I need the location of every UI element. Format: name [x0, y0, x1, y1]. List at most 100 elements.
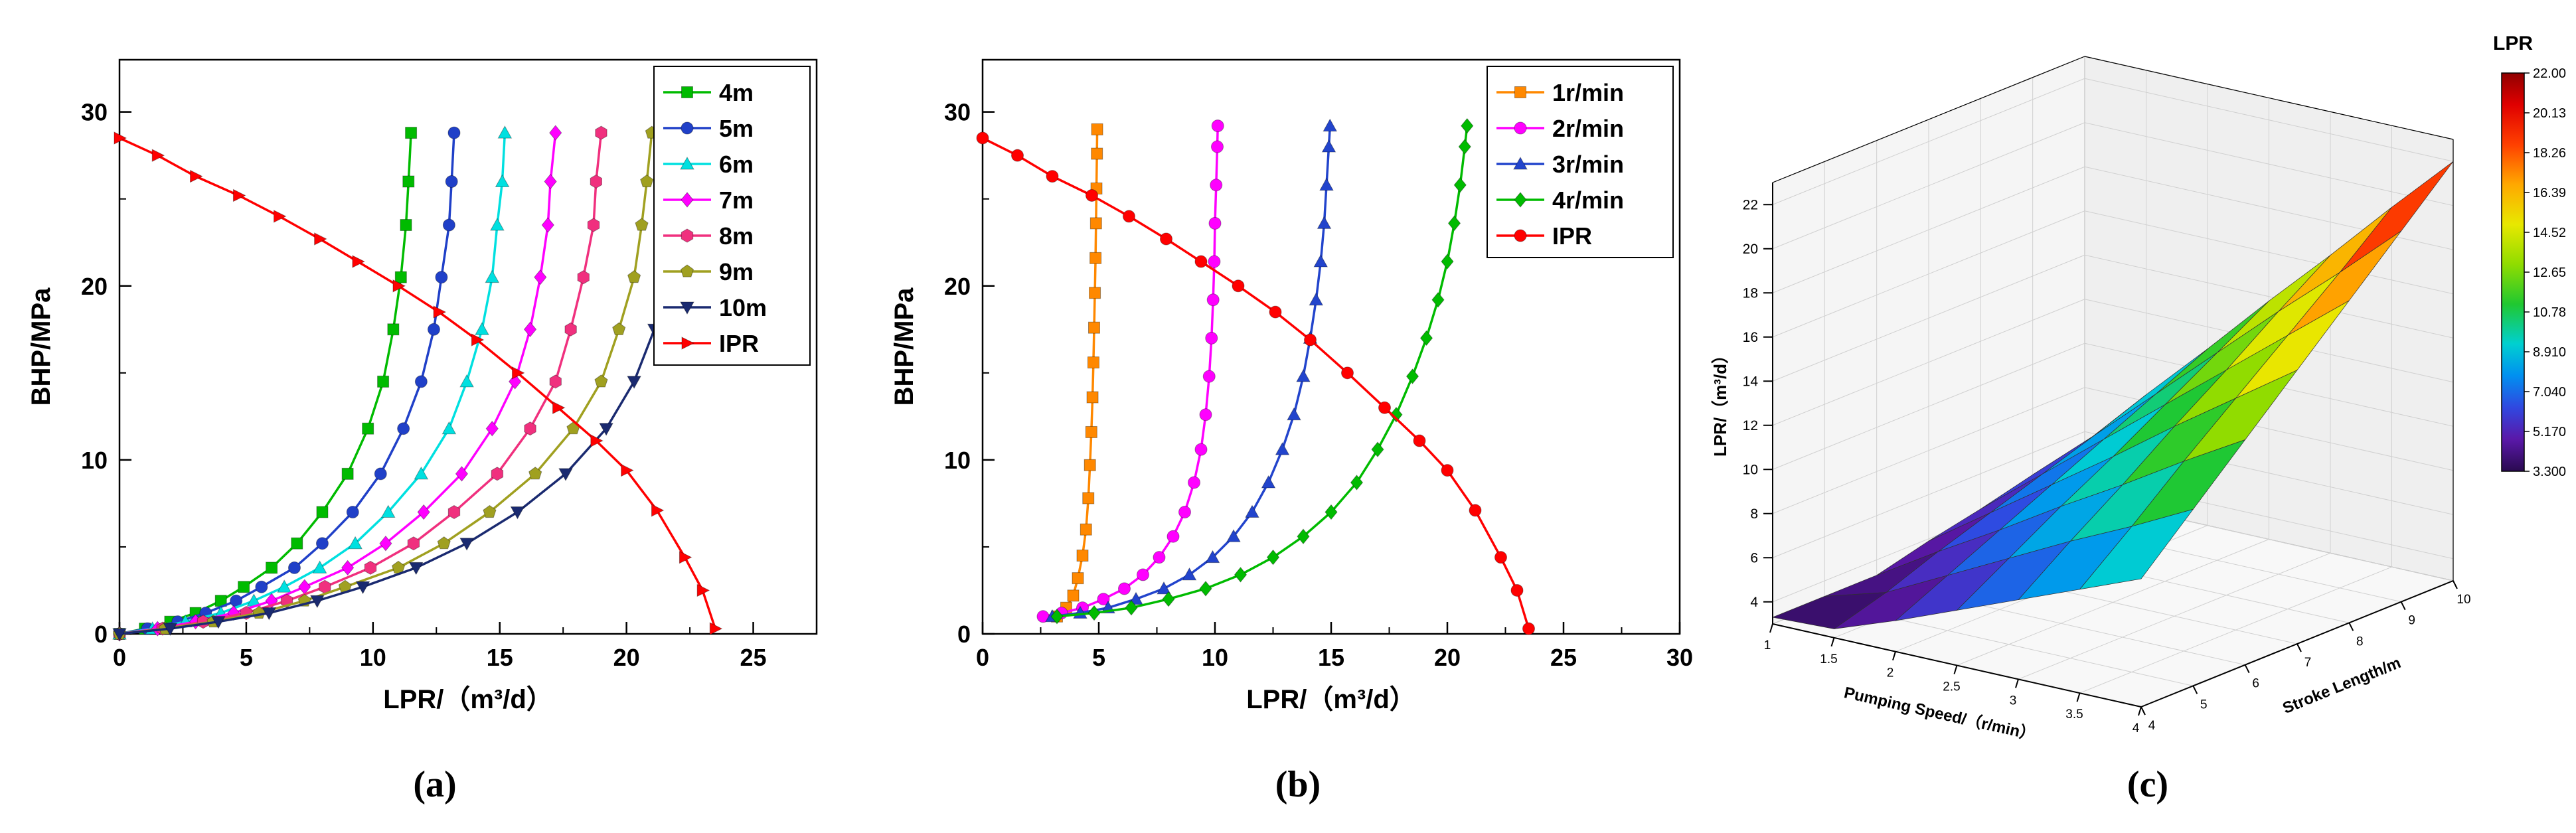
- svg-text:0: 0: [976, 644, 989, 671]
- svg-text:10: 10: [1743, 462, 1758, 477]
- series-2r-min: [1036, 119, 1224, 623]
- svg-text:14: 14: [1743, 374, 1759, 389]
- svg-text:30: 30: [1666, 644, 1693, 671]
- series-4m: [114, 127, 418, 640]
- colorbar-tick-label: 8.910: [2533, 345, 2566, 360]
- svg-text:2: 2: [1887, 666, 1894, 680]
- axes: 0 5 10 15 20 25 0 10 20 30 LPR/（m³/d） BHP/MPa: [27, 99, 767, 714]
- svg-text:0: 0: [957, 621, 971, 648]
- series-1r-min: [1051, 123, 1103, 623]
- colorbar-tick-label: 7.040: [2533, 385, 2566, 400]
- svg-text:10: 10: [81, 447, 108, 474]
- speed-axis-title: Pumping Speed/（r/min）: [1842, 684, 2037, 744]
- svg-text:3.5: 3.5: [2065, 708, 2083, 721]
- legend-label: 2r/min: [1552, 115, 1624, 142]
- svg-text:15: 15: [1318, 644, 1344, 671]
- colorbar-title: LPR: [2493, 33, 2533, 54]
- svg-text:20: 20: [613, 644, 640, 671]
- colorbar-tick-label: 14.52: [2533, 226, 2566, 240]
- svg-text:1.5: 1.5: [1820, 652, 1837, 666]
- svg-text:10: 10: [944, 447, 971, 474]
- stroke-axis-title: Stroke Length/m: [2280, 654, 2403, 718]
- colorbar-tick-label: 12.65: [2533, 265, 2566, 280]
- panel-label-a: (a): [413, 764, 457, 805]
- svg-text:30: 30: [944, 99, 971, 126]
- legend-label: IPR: [1552, 222, 1592, 250]
- colorbar-tick-label: 18.26: [2533, 146, 2566, 161]
- svg-text:4: 4: [2148, 719, 2156, 733]
- colorbar-tick-label: 3.300: [2533, 465, 2566, 479]
- plot-frame: [118, 58, 818, 635]
- svg-text:2.5: 2.5: [1943, 680, 1960, 694]
- series-ipr: [976, 131, 1535, 635]
- svg-text:18: 18: [1743, 285, 1758, 301]
- panel-label-b: (b): [1275, 764, 1321, 805]
- series-6m: [112, 125, 513, 640]
- svg-text:20: 20: [81, 273, 108, 300]
- svg-text:0: 0: [113, 644, 126, 671]
- svg-text:20: 20: [1743, 242, 1758, 257]
- svg-text:30: 30: [81, 99, 108, 126]
- svg-text:20: 20: [1434, 644, 1461, 671]
- svg-text:5: 5: [240, 644, 253, 671]
- legend-label: 4r/min: [1552, 187, 1624, 214]
- colorbar-tick-label: 10.78: [2533, 305, 2566, 320]
- series-8m: [113, 125, 607, 641]
- svg-text:6: 6: [1750, 550, 1758, 566]
- svg-text:10: 10: [360, 644, 386, 671]
- svg-text:25: 25: [1550, 644, 1577, 671]
- x-axis-title: LPR/（m³/d）: [383, 685, 553, 714]
- svg-text:10: 10: [1202, 644, 1228, 671]
- svg-text:20: 20: [944, 273, 971, 300]
- panel-label-c: (c): [2127, 764, 2169, 805]
- colorbar-tick-label: 16.39: [2533, 186, 2566, 200]
- legend-label: 6m: [719, 151, 754, 178]
- plot-area: [118, 58, 818, 635]
- colorbar-tick-label: 22.00: [2533, 66, 2566, 81]
- colorbar-tick-label: 20.13: [2533, 106, 2566, 121]
- legend-label: 7m: [719, 187, 754, 214]
- legend-label: 8m: [719, 222, 754, 250]
- svg-text:8: 8: [1750, 506, 1758, 522]
- svg-text:25: 25: [740, 644, 767, 671]
- legend: 4m 5m 6m 7m 8m 9m 10m IPR: [653, 66, 811, 366]
- legend-label: IPR: [719, 330, 759, 357]
- svg-text:0: 0: [94, 621, 108, 648]
- series-7m: [113, 125, 562, 642]
- svg-text:12: 12: [1743, 418, 1758, 433]
- legend-label: 9m: [719, 258, 754, 285]
- svg-text:5: 5: [1092, 644, 1105, 671]
- colorbar: 22.00 20.13 18.26 16.39 14.52 12.65 10.78 8.910…: [2493, 33, 2566, 479]
- svg-text:3: 3: [2010, 694, 2017, 708]
- x-axis-title: LPR/（m³/d）: [1246, 685, 1416, 714]
- svg-text:10: 10: [2456, 593, 2470, 607]
- series-ipr: [114, 131, 723, 635]
- legend: 1r/min 2r/min 3r/min 4r/min IPR: [1487, 66, 1674, 258]
- surface-mesh: [1771, 161, 2454, 629]
- series-4r-min: [1050, 117, 1474, 625]
- svg-text:4: 4: [1750, 595, 1758, 610]
- chart-b-pumping-speed: 0 5 10 15 20 25 30 0 10 20 30 LPR/（m³/d） BHP/MPa 1r/m…: [890, 58, 1693, 714]
- y-axis-title: BHP/MPa: [890, 287, 919, 406]
- svg-text:15: 15: [487, 644, 513, 671]
- svg-text:4: 4: [2133, 721, 2140, 735]
- legend-label: 10m: [719, 294, 767, 321]
- legend-label: 4m: [719, 79, 754, 106]
- svg-text:22: 22: [1743, 197, 1758, 212]
- y-axis-title: BHP/MPa: [27, 287, 56, 406]
- lpr-axis-title: LPR/（m³/d）: [1710, 346, 1730, 457]
- svg-text:1: 1: [1764, 639, 1771, 652]
- svg-text:16: 16: [1743, 330, 1758, 345]
- svg-text:7: 7: [2304, 656, 2312, 670]
- axes: 0 5 10 15 20 25 30 0 10 20 30 LPR/（m³/d） BHP/MPa: [890, 99, 1693, 714]
- svg-text:9: 9: [2408, 614, 2415, 628]
- legend-label: 5m: [719, 115, 754, 142]
- colorbar-tick-label: 5.170: [2533, 425, 2566, 439]
- chart-a-stroke-length: 0 5 10 15 20 25 0 10 20 30 LPR/（m³/d） BHP/MPa 4m 5m 6m…: [27, 58, 818, 714]
- svg-text:8: 8: [2356, 635, 2364, 648]
- legend-label: 1r/min: [1552, 79, 1624, 106]
- svg-text:6: 6: [2252, 677, 2259, 691]
- legend-label: 3r/min: [1552, 151, 1624, 178]
- svg-text:5: 5: [2200, 698, 2208, 712]
